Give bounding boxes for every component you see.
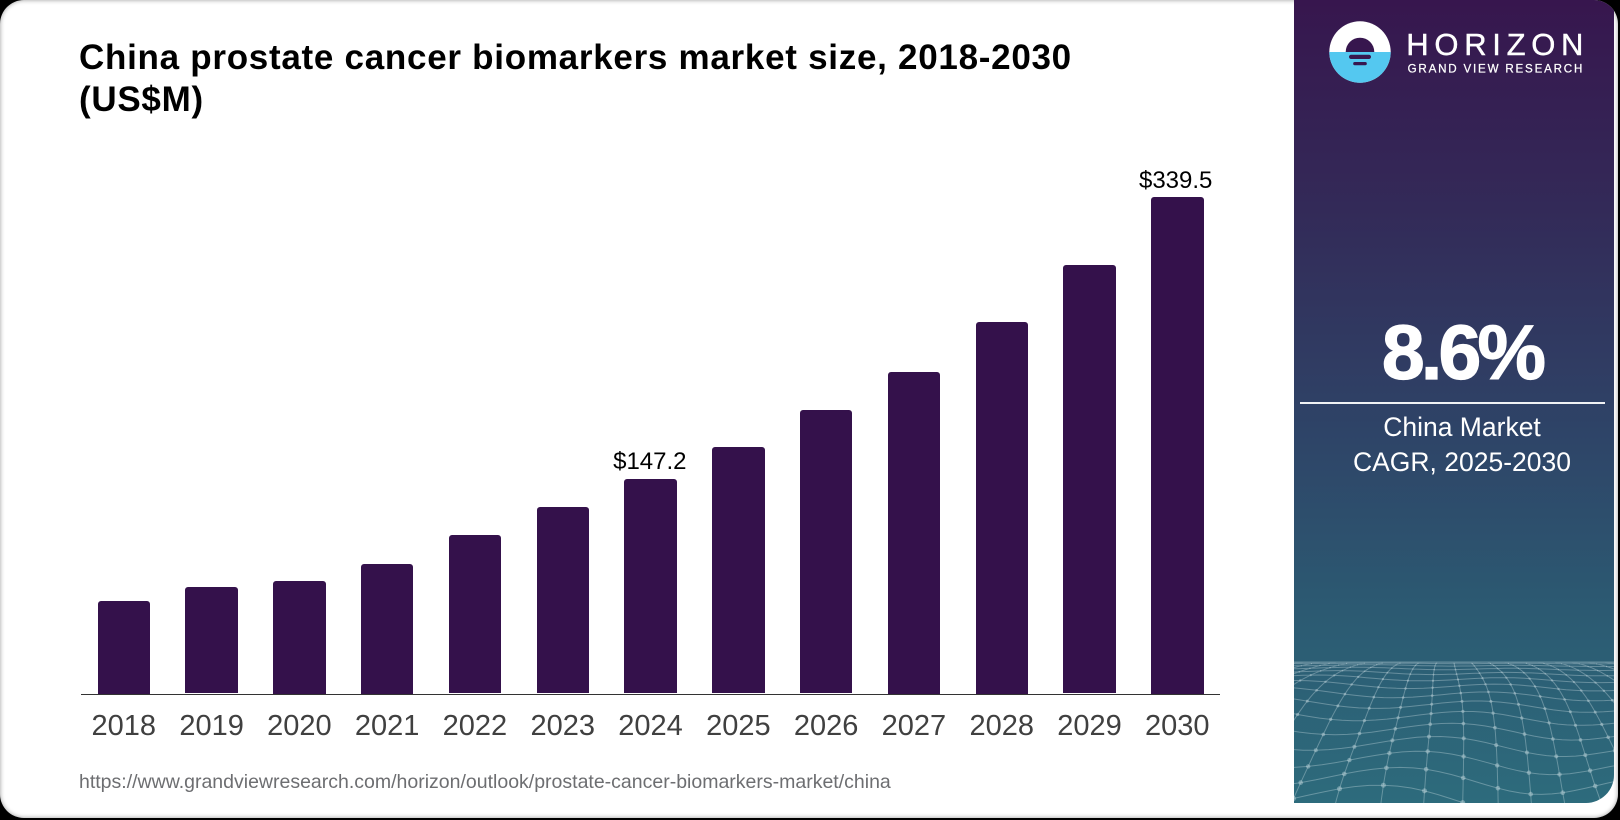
svg-text:GRAND VIEW RESEARCH: GRAND VIEW RESEARCH <box>1408 63 1585 76</box>
svg-text:HORIZON: HORIZON <box>1406 27 1589 62</box>
